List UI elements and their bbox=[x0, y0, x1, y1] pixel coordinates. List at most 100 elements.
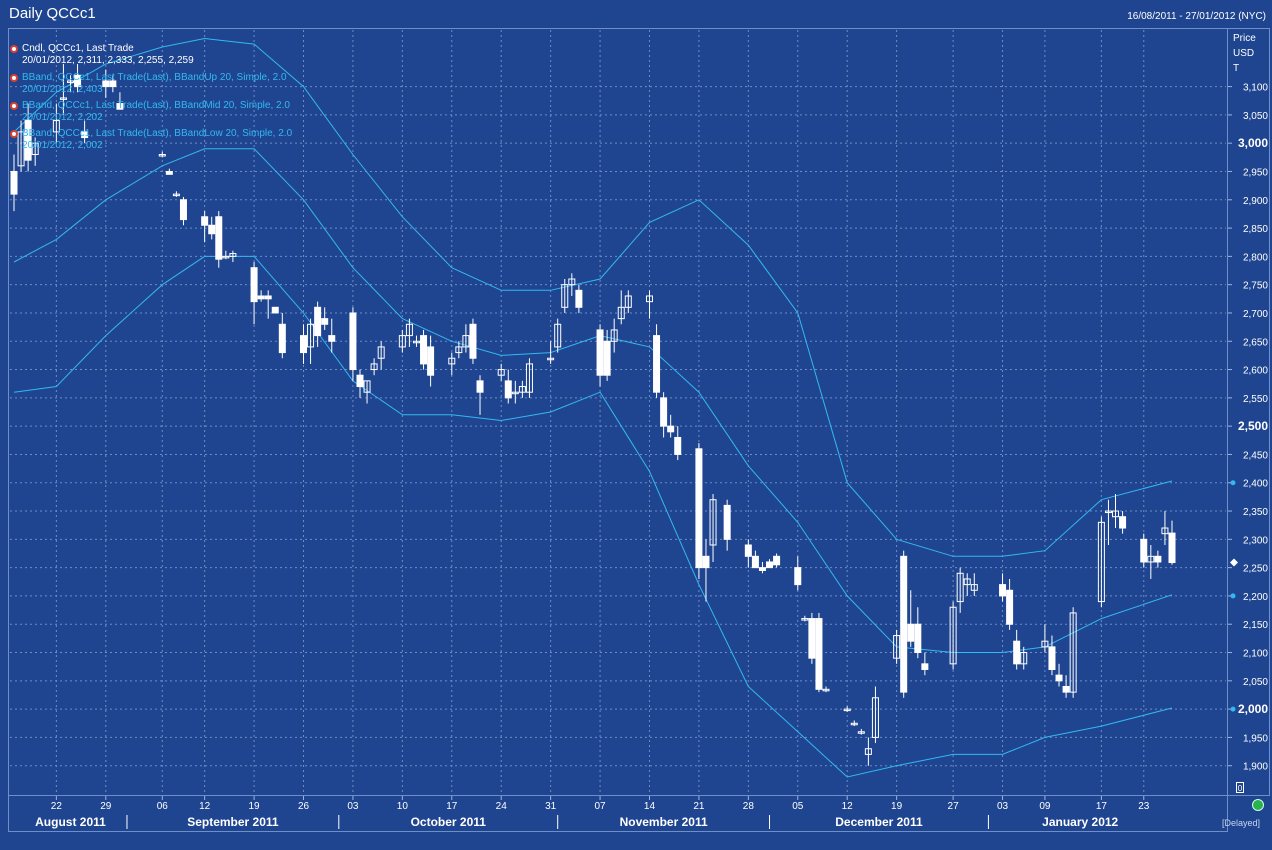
bband-line bbox=[13, 148, 1173, 653]
candle-body-up bbox=[59, 97, 67, 100]
y-tick-label: 2,900 bbox=[1243, 196, 1268, 207]
candle-body-down bbox=[1055, 674, 1063, 682]
legend-marker-icon[interactable] bbox=[10, 102, 18, 110]
candle-body-down bbox=[300, 335, 307, 354]
candle-body-down bbox=[469, 323, 477, 359]
price-axis-header: Price USD T bbox=[1233, 31, 1256, 76]
candle-body-down bbox=[773, 555, 781, 566]
candle-body-down bbox=[109, 80, 117, 88]
candle-body-down bbox=[271, 306, 279, 314]
band-marker bbox=[1230, 593, 1236, 599]
candle-body-down bbox=[702, 555, 710, 569]
x-tick-label: 07 bbox=[594, 801, 606, 812]
y-tick-label: 2,850 bbox=[1243, 224, 1268, 235]
legend-bband-up[interactable]: BBand, QCCc1, Last Trade(Last), BBandUp … bbox=[10, 72, 287, 96]
legend-bband-low[interactable]: BBand, QCCc1, Last Trade(Last), BBandLow… bbox=[10, 128, 292, 152]
candle-body-up bbox=[307, 323, 315, 348]
legend-candle[interactable]: Cndl, QCCc1, Last Trade 20/01/2012, 2,31… bbox=[10, 43, 194, 67]
candle-body-down bbox=[758, 567, 766, 571]
time-axis-frame[interactable] bbox=[8, 796, 1228, 832]
candle-body-up bbox=[610, 329, 618, 342]
x-tick-label: 22 bbox=[51, 801, 63, 812]
bband-line bbox=[13, 37, 1173, 557]
candle-body-down bbox=[674, 436, 682, 455]
candle-body-up bbox=[893, 635, 901, 659]
band-marker bbox=[1230, 480, 1236, 486]
month-label: September 2011 bbox=[187, 815, 279, 829]
candle-body-down bbox=[328, 335, 336, 342]
x-tick-label: 09 bbox=[1039, 801, 1051, 812]
candle-body-down bbox=[900, 555, 908, 693]
price-axis-frame[interactable] bbox=[1228, 28, 1270, 796]
y-tick-label: 2,800 bbox=[1243, 252, 1268, 263]
candle-body-up bbox=[949, 606, 957, 665]
candle-body-down bbox=[1013, 640, 1021, 665]
candle-body-up bbox=[1020, 652, 1028, 665]
candle-body-down bbox=[349, 312, 357, 371]
candle-body-up bbox=[1161, 527, 1169, 535]
candle-body-down bbox=[815, 618, 823, 690]
x-tick-label: 05 bbox=[792, 801, 804, 812]
plot-area-frame[interactable] bbox=[8, 28, 1228, 796]
legend-marker-icon[interactable] bbox=[10, 74, 18, 82]
candle-body-up bbox=[31, 142, 39, 156]
chart-header: Daily QCCc1 16/08/2011 - 27/01/2012 (NYC… bbox=[0, 0, 1272, 28]
y-tick-label: 2,050 bbox=[1243, 677, 1268, 688]
x-tick-label: 17 bbox=[1096, 801, 1108, 812]
candle-body-down bbox=[257, 295, 265, 300]
candle-body-up bbox=[547, 357, 555, 361]
legend-bband-mid[interactable]: BBand, QCCc1, Last Trade(Last), BBandMid… bbox=[10, 100, 290, 124]
candle-body-up bbox=[462, 335, 470, 348]
price-axis-unit: T bbox=[1233, 63, 1240, 74]
legend-marker-icon[interactable] bbox=[10, 45, 18, 53]
candle-body-down bbox=[1062, 685, 1070, 693]
candle-body-down bbox=[321, 318, 329, 325]
candle-body-down bbox=[921, 663, 929, 670]
candle-body-up bbox=[448, 357, 456, 365]
x-tick-label: 03 bbox=[347, 801, 359, 812]
candle-body-down bbox=[1119, 516, 1127, 529]
candle-body-up bbox=[66, 80, 74, 83]
y-tick-label: 2,500 bbox=[1238, 419, 1268, 433]
y-tick-label: 2,000 bbox=[1238, 702, 1268, 716]
candle-body-up bbox=[363, 380, 371, 393]
candle-body-up bbox=[850, 722, 858, 726]
y-tick-label: 2,150 bbox=[1243, 620, 1268, 631]
candle-body-down bbox=[1140, 538, 1148, 563]
x-tick-label: 03 bbox=[997, 801, 1009, 812]
candle-body-down bbox=[751, 555, 759, 569]
candle-body-up bbox=[1112, 510, 1120, 518]
price-axis-label: Price bbox=[1233, 33, 1256, 44]
y-tick-label: 2,300 bbox=[1243, 535, 1268, 546]
x-tick-label: 06 bbox=[157, 801, 169, 812]
candle-body-down bbox=[794, 567, 802, 586]
legend-bband-mid-name: BBand, QCCc1, Last Trade(Last), BBandMid… bbox=[22, 100, 290, 111]
candle-body-down bbox=[653, 335, 661, 393]
candle-body-down bbox=[907, 623, 915, 642]
candle-body-down bbox=[575, 289, 583, 308]
y-tick-label: 3,100 bbox=[1243, 83, 1268, 94]
y-tick-label: 2,450 bbox=[1243, 450, 1268, 461]
candle-body-up bbox=[970, 584, 978, 591]
candle-body-up bbox=[518, 386, 526, 393]
y-tick-label: 3,000 bbox=[1238, 136, 1268, 150]
candle-body-down bbox=[314, 306, 322, 337]
candle-body-down bbox=[215, 216, 223, 260]
axis-zero-box[interactable]: 0 bbox=[1236, 782, 1244, 793]
candle-body-down bbox=[603, 340, 611, 376]
candle-body-up bbox=[709, 499, 717, 546]
x-tick-label: 19 bbox=[891, 801, 903, 812]
candle-body-down bbox=[420, 335, 428, 365]
candle-body-up bbox=[172, 193, 180, 197]
bband-line bbox=[13, 255, 1173, 778]
candle-body-up bbox=[17, 131, 25, 167]
candle-body-down bbox=[1154, 555, 1162, 563]
y-tick-label: 2,950 bbox=[1243, 167, 1268, 178]
legend-marker-icon[interactable] bbox=[10, 130, 18, 138]
month-label: October 2011 bbox=[411, 815, 487, 829]
y-tick-label: 2,250 bbox=[1243, 564, 1268, 575]
candle-body-up bbox=[412, 340, 420, 344]
candle-body-down bbox=[504, 380, 512, 399]
candle-body-up bbox=[645, 295, 653, 303]
